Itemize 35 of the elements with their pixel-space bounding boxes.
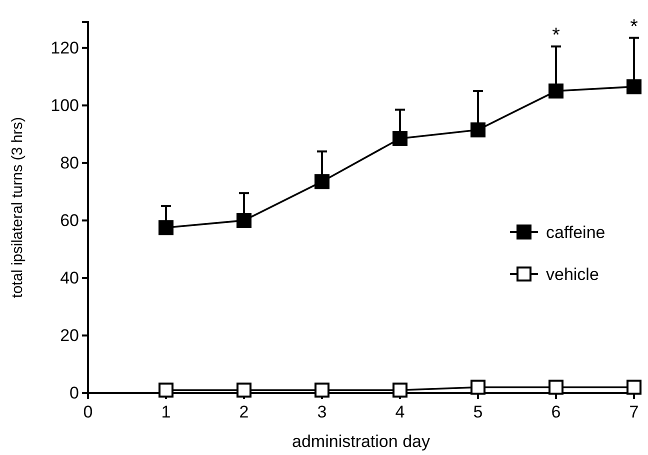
- annotation: *: [630, 16, 638, 38]
- point: [314, 382, 330, 398]
- point: [626, 79, 642, 94]
- y-tick-label: 0: [70, 383, 79, 402]
- x-axis-title: administration day: [292, 432, 430, 451]
- point: [470, 122, 486, 138]
- point: [548, 380, 564, 395]
- y-tick-label: 40: [60, 268, 79, 288]
- point: [626, 380, 642, 395]
- y-tick-label: 80: [60, 153, 79, 172]
- x-tick-label: 4: [395, 402, 405, 422]
- x-tick-label: 7: [629, 402, 639, 422]
- point: [236, 212, 252, 228]
- point: [392, 130, 408, 146]
- x-tick-label: 0: [83, 402, 93, 422]
- y-axis-title: total ipsilateral turns (3 hrs): [9, 117, 26, 298]
- x-tick-label: 2: [239, 402, 249, 422]
- point: [158, 382, 174, 398]
- point: [236, 382, 252, 398]
- point: [314, 174, 330, 190]
- annotation: *: [552, 24, 560, 46]
- point: [548, 84, 564, 99]
- y-tick-label: 20: [60, 326, 79, 345]
- y-tick-label: 120: [50, 38, 79, 58]
- y-tick-label: 60: [60, 210, 79, 230]
- y-tick-label: 100: [50, 96, 79, 115]
- legend-label: vehicle: [546, 264, 599, 284]
- x-tick-label: 5: [473, 402, 483, 422]
- point: [470, 380, 486, 395]
- x-tick-label: 1: [161, 402, 171, 422]
- x-tick-label: 3: [317, 402, 327, 422]
- legend-label: caffeine: [546, 222, 606, 242]
- point: [392, 382, 408, 398]
- x-tick-label: 6: [551, 402, 561, 422]
- point: [158, 220, 174, 236]
